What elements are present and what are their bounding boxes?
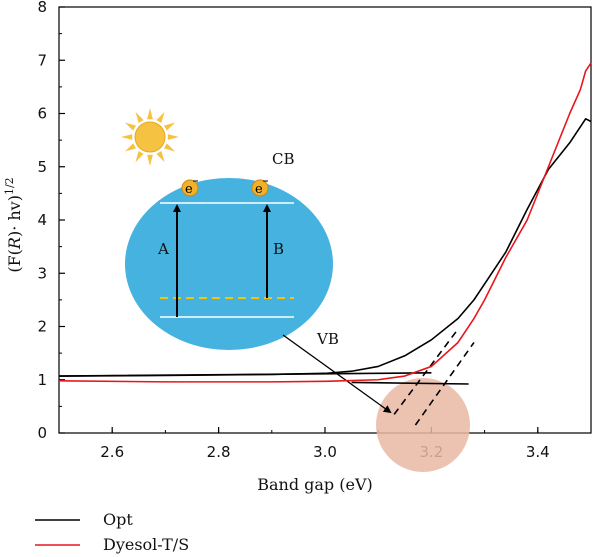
y-tick-label: 0 xyxy=(37,424,47,442)
series-line-opt xyxy=(58,118,592,377)
x-axis-ticks: 2.62.83.03.23.4 xyxy=(58,427,592,461)
legend-label-dyesol: Dyesol-T/S xyxy=(103,535,189,554)
sun-icon xyxy=(121,108,179,166)
baseline-dyesol-line xyxy=(351,381,469,385)
label-b: B xyxy=(273,240,284,258)
label-a: A xyxy=(157,240,169,258)
sun-ray xyxy=(156,150,165,163)
inset-diagram: A B e e CB VB xyxy=(121,108,392,414)
x-axis-title: Band gap (eV) xyxy=(257,475,373,494)
sun-ray xyxy=(167,134,179,140)
sun-ray xyxy=(124,122,137,131)
label-cb: CB xyxy=(272,150,295,168)
legend-label-opt: Opt xyxy=(103,510,133,529)
electron-icon-2: e xyxy=(251,179,269,197)
sun-ray xyxy=(156,111,165,124)
electron-label-1: e xyxy=(185,182,193,197)
y-tick-label: 7 xyxy=(37,51,47,69)
y-axis-title-italic: R xyxy=(5,237,24,250)
sun-ray xyxy=(163,122,176,131)
y-tick-label: 6 xyxy=(37,105,47,123)
tangent-1-line xyxy=(393,328,459,415)
series-line-dyesol xyxy=(58,62,592,383)
y-tick-label: 8 xyxy=(37,0,47,16)
sun-ray xyxy=(163,143,176,152)
x-tick-label: 3.4 xyxy=(526,443,550,461)
sun-ray xyxy=(135,111,144,124)
y-tick-label: 5 xyxy=(37,158,47,176)
y-axis-title-open: (F( xyxy=(5,249,24,273)
electron-icon-1: e xyxy=(181,179,199,197)
x-tick-label: 3.0 xyxy=(313,443,337,461)
y-tick-label: 4 xyxy=(37,211,47,229)
y-tick-label: 3 xyxy=(37,264,47,282)
y-axis-ticks: 0 1 2 3 4 5 6 7 8 xyxy=(37,0,65,442)
x-tick-label: 2.6 xyxy=(100,443,124,461)
electron-label-2: e xyxy=(255,182,263,197)
sun-ray xyxy=(124,143,137,152)
y-axis-title: (F(R)· hv)1/2 xyxy=(3,177,24,272)
y-axis-title-mid: )· hv) xyxy=(5,195,24,237)
label-vb: VB xyxy=(316,330,339,348)
y-tick-label: 2 xyxy=(37,318,47,336)
y-axis-title-sup: 1/2 xyxy=(3,177,16,195)
x-tick-label: 2.8 xyxy=(207,443,231,461)
tangent-2-line xyxy=(414,342,475,426)
sun-ray xyxy=(147,108,153,120)
sun-ray xyxy=(135,150,144,163)
y-tick-label: 1 xyxy=(37,371,47,389)
legend: Opt Dyesol-T/S xyxy=(35,510,189,554)
series-lines xyxy=(58,62,592,383)
sun-ray xyxy=(121,134,133,140)
sun-ray xyxy=(147,154,153,166)
zoom-circle xyxy=(376,378,470,472)
plot-frame xyxy=(58,6,592,434)
